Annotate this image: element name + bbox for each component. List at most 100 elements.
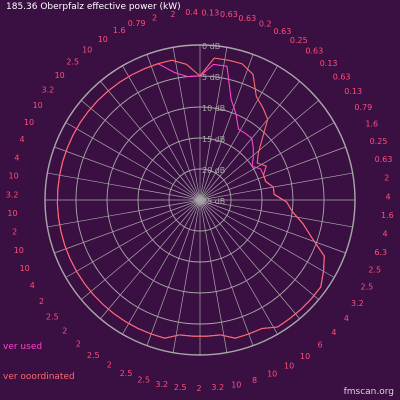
- grid-spoke-40: [199, 81, 300, 201]
- ring-label-5: 25 dB: [202, 197, 225, 206]
- ring-label-4: 20 dB: [202, 166, 225, 175]
- series-line-1: [56, 57, 325, 339]
- ring-label-1: 5 dB: [202, 73, 220, 82]
- outer-label-55: 10: [33, 101, 43, 110]
- outer-label-27: 6: [318, 341, 323, 350]
- grid-spoke-220: [100, 199, 201, 319]
- outer-label-2: 0.4: [185, 8, 198, 17]
- grid-spoke-60: [199, 122, 335, 201]
- outer-label-10: 0.13: [320, 59, 338, 68]
- outer-label-6: 0.2: [259, 20, 272, 29]
- outer-label-28: 10: [300, 352, 310, 361]
- outer-label-40: 2.5: [87, 351, 100, 360]
- grid-spoke-280: [47, 172, 201, 201]
- grid-spoke-240: [65, 199, 201, 278]
- grid-spoke-330: [122, 65, 201, 201]
- outer-label-16: 0.63: [375, 155, 393, 164]
- grid-spoke-120: [199, 199, 335, 278]
- grid-spoke-130: [199, 199, 319, 300]
- outer-label-18: 4: [385, 192, 390, 201]
- outer-label-58: 2.5: [66, 58, 79, 67]
- outer-label-12: 0.13: [344, 87, 362, 96]
- grid-spoke-340: [146, 54, 201, 201]
- grid-spoke-170: [199, 199, 228, 353]
- grid-spoke-70: [199, 146, 346, 201]
- grid-spoke-80: [199, 172, 353, 201]
- outer-label-21: 6.3: [374, 248, 387, 257]
- grid-spoke-260: [47, 199, 201, 228]
- outer-label-26: 4: [331, 328, 336, 337]
- outer-label-7: 0.63: [273, 27, 291, 36]
- outer-label-35: 2.5: [174, 383, 187, 392]
- outer-label-17: 2: [384, 174, 389, 183]
- outer-label-20: 4: [382, 230, 387, 239]
- outer-label-62: 0.79: [128, 19, 146, 28]
- grid-spoke-20: [199, 54, 254, 201]
- grid-spoke-200: [146, 199, 201, 346]
- outer-label-54: 10: [24, 118, 34, 127]
- ring-label-2: 10 dB: [202, 104, 225, 113]
- outer-label-24: 3.2: [351, 299, 364, 308]
- grid-spoke-30: [199, 65, 278, 201]
- grid-spoke-290: [54, 146, 201, 201]
- ring-label-3: 15 dB: [202, 135, 225, 144]
- grid-spoke-100: [199, 199, 353, 228]
- outer-label-5: 0.63: [238, 14, 256, 23]
- outer-label-61: 1.6: [113, 26, 126, 35]
- credit-text: fmscan.org: [343, 387, 394, 397]
- outer-label-49: 10: [7, 209, 17, 218]
- outer-label-1: 2: [170, 10, 175, 19]
- grid-spoke-310: [81, 100, 201, 201]
- grid-spoke-250: [54, 199, 201, 254]
- outer-label-41: 2: [76, 339, 81, 348]
- outer-label-8: 0.25: [290, 36, 308, 45]
- grid-spoke-300: [65, 122, 201, 201]
- grid-spoke-140: [199, 199, 300, 319]
- outer-label-29: 10: [284, 362, 294, 371]
- outer-label-13: 0.79: [354, 103, 372, 112]
- grid-spoke-150: [199, 199, 278, 335]
- outer-label-22: 2.5: [368, 266, 381, 275]
- grid-spoke-110: [199, 199, 346, 254]
- outer-label-46: 10: [20, 264, 30, 273]
- grid-spoke-320: [100, 81, 201, 201]
- outer-label-31: 8: [252, 376, 257, 385]
- outer-label-52: 4: [14, 153, 19, 162]
- grid-spoke-160: [199, 199, 254, 346]
- outer-label-38: 2.5: [120, 369, 133, 378]
- outer-label-11: 0.63: [333, 72, 351, 81]
- outer-label-56: 3.2: [42, 86, 55, 95]
- grid-spoke-350: [172, 47, 201, 201]
- ring-label-0: 0 dB: [202, 42, 220, 51]
- outer-label-34: 2: [197, 384, 202, 393]
- chart-title: 185.36 Oberpfalz effective power (kW): [6, 2, 181, 12]
- outer-label-23: 2.5: [361, 283, 374, 292]
- grid-spoke-190: [172, 199, 201, 353]
- legend-used: ver used: [3, 342, 43, 352]
- outer-label-32: 10: [231, 381, 241, 390]
- outer-label-14: 1.6: [365, 120, 378, 129]
- outer-label-60: 10: [98, 35, 108, 44]
- outer-label-39: 2: [107, 361, 112, 370]
- outer-label-50: 3.2: [6, 190, 19, 199]
- outer-label-36: 3.2: [155, 380, 168, 389]
- outer-label-4: 0.63: [220, 10, 238, 19]
- outer-label-44: 2: [39, 297, 44, 306]
- outer-label-19: 1.6: [381, 211, 394, 220]
- outer-label-51: 10: [9, 172, 19, 181]
- outer-label-9: 0.63: [305, 47, 323, 56]
- outer-label-43: 2.5: [46, 313, 59, 322]
- outer-label-30: 10: [267, 370, 277, 379]
- outer-label-53: 4: [20, 135, 25, 144]
- outer-label-45: 4: [30, 281, 35, 290]
- outer-label-47: 10: [14, 246, 24, 255]
- outer-label-3: 0.13: [201, 8, 219, 17]
- grid-spoke-10: [199, 47, 228, 201]
- grid-spoke-230: [81, 199, 201, 300]
- outer-label-15: 0.25: [370, 137, 388, 146]
- outer-label-0: 2: [152, 14, 157, 23]
- legend-coordinated: ver ooordinated: [3, 372, 75, 382]
- grid-spoke-210: [122, 199, 201, 335]
